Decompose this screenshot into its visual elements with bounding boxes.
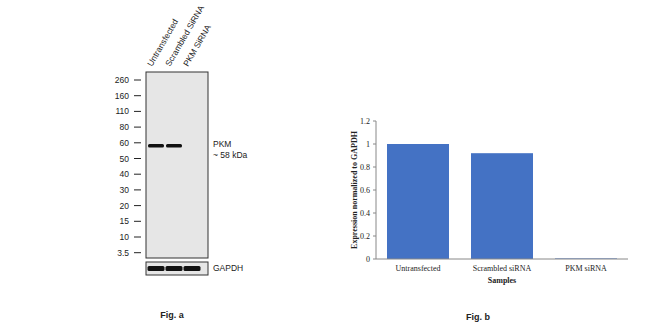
y-axis (376, 121, 377, 259)
figure: 26016011080605040302015103.5Untransfecte… (0, 0, 650, 328)
ladder-tick (134, 189, 141, 190)
ladder-tick (134, 252, 141, 253)
ladder-label: 80 (120, 122, 130, 132)
ladder-label: 10 (120, 232, 130, 242)
x-tick-label: Scrambled siRNA (473, 264, 532, 273)
ladder-label: 60 (120, 138, 130, 148)
ladder-label: 30 (120, 185, 130, 195)
loading-control-label: GAPDH (213, 263, 243, 273)
ladder-label: 3.5 (117, 248, 129, 258)
x-axis (376, 259, 628, 260)
ladder-tick (134, 174, 141, 175)
ladder-label: 40 (120, 169, 130, 179)
lane-label: PKM SiRNA (181, 23, 213, 68)
y-tick-label: 0.8 (360, 163, 370, 172)
gapdh-band (184, 266, 201, 271)
ladder-label: 160 (115, 91, 129, 101)
pkm-band (148, 144, 164, 148)
pkm-band (166, 144, 182, 148)
bar (387, 144, 449, 259)
ladder-tick (134, 80, 141, 81)
ladder-label: 50 (120, 154, 130, 164)
ladder-tick (134, 158, 141, 159)
caption: Fig. b (466, 312, 490, 322)
blot-membrane (146, 72, 208, 258)
bars (387, 144, 617, 259)
ladder-tick (134, 142, 141, 143)
ladder-tick (134, 127, 141, 128)
y-tick-label: 1.2 (360, 117, 370, 126)
y-tick-label: 0.6 (360, 186, 370, 195)
ladder-label: 20 (120, 201, 130, 211)
band-size-label: ~ 58 kDa (213, 150, 248, 160)
ladder-tick (134, 221, 141, 222)
y-tick-label: 0 (366, 255, 370, 264)
y-axis-label: Expression normalized to GAPDH (350, 130, 359, 249)
y-tick-label: 1 (366, 140, 370, 149)
ladder-label: 110 (115, 106, 129, 116)
x-axis-label: Samples (488, 276, 516, 285)
y-tick-label: 0.2 (360, 232, 370, 241)
gapdh-band (166, 266, 183, 271)
band-name: PKM (213, 139, 231, 149)
y-tick-label: 0.4 (360, 209, 370, 218)
x-tick-label: Untransfected (396, 264, 441, 273)
gapdh-band (148, 266, 165, 271)
ladder-label: 260 (115, 75, 129, 85)
ladder-tick (134, 237, 141, 238)
ladder-label: 15 (120, 216, 130, 226)
x-tick-label: PKM siRNA (565, 264, 607, 273)
loading-control-strip (146, 262, 208, 275)
bar (471, 153, 533, 259)
ladder-tick (134, 205, 141, 206)
caption: Fig. a (160, 310, 184, 320)
ladder-tick (134, 111, 141, 112)
ladder-tick (134, 95, 141, 96)
